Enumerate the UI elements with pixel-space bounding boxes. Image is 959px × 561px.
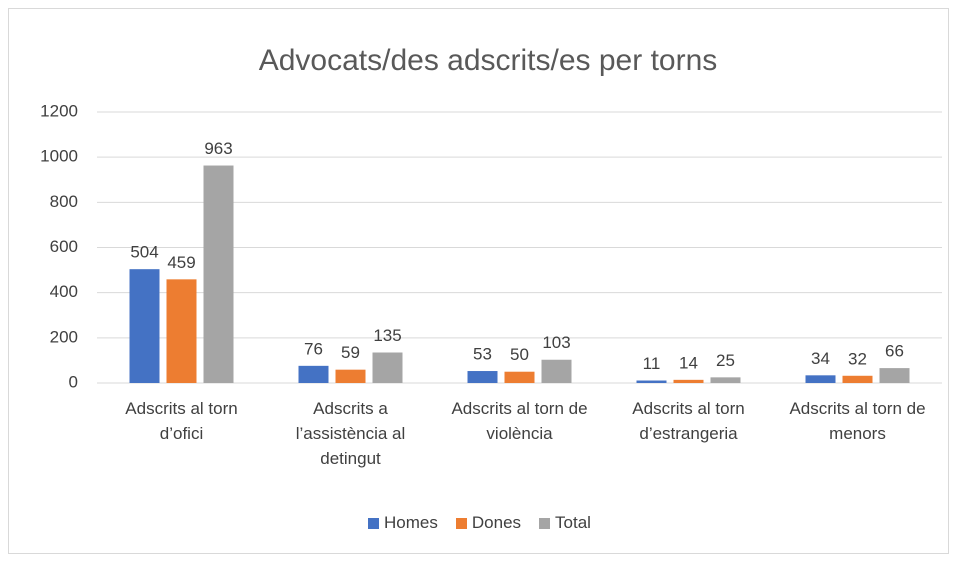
bar xyxy=(710,377,741,383)
data-label: 53 xyxy=(473,345,492,364)
legend-swatch xyxy=(368,517,380,529)
y-tick-label: 800 xyxy=(50,192,78,211)
data-label: 103 xyxy=(542,333,570,352)
bar xyxy=(335,369,366,383)
data-label: 11 xyxy=(643,354,661,373)
chart-border xyxy=(8,8,949,554)
bar xyxy=(673,379,704,383)
bar xyxy=(842,375,873,383)
data-label: 135 xyxy=(373,326,401,345)
legend-item: Homes xyxy=(368,513,438,533)
bar xyxy=(372,352,403,383)
bar xyxy=(129,269,160,383)
data-label: 59 xyxy=(341,343,360,362)
legend-swatch xyxy=(539,517,551,529)
data-label: 963 xyxy=(204,139,232,158)
x-tick-label: Adscrits al torn d’ofici xyxy=(125,399,238,443)
bar xyxy=(298,365,329,383)
y-tick-label: 200 xyxy=(50,327,78,346)
bar xyxy=(541,359,572,383)
legend-label: Total xyxy=(555,513,591,532)
y-tick-label: 600 xyxy=(50,237,78,256)
y-tick-label: 400 xyxy=(50,282,78,301)
legend-swatch xyxy=(455,517,467,529)
data-label: 32 xyxy=(848,349,867,368)
x-tick-label: Adscrits al torn de menors xyxy=(789,399,926,443)
bar xyxy=(805,375,836,383)
y-tick-label: 1000 xyxy=(40,147,78,166)
data-label: 459 xyxy=(167,253,195,272)
bar xyxy=(504,371,535,383)
data-label: 14 xyxy=(679,353,698,372)
data-label: 66 xyxy=(885,342,904,361)
bar xyxy=(467,371,498,383)
legend-item: Dones xyxy=(455,513,522,533)
bar xyxy=(166,279,197,383)
data-label: 25 xyxy=(716,351,735,370)
legend-label: Homes xyxy=(384,513,438,532)
bar xyxy=(636,380,667,383)
x-tick-label: Adscrits al torn de violència xyxy=(451,399,588,443)
legend-item: Total xyxy=(539,513,591,533)
y-tick-label: 1200 xyxy=(40,101,78,120)
data-label: 504 xyxy=(130,243,158,262)
data-label: 76 xyxy=(304,339,323,358)
legend-label: Dones xyxy=(471,513,522,532)
y-tick-label: 0 xyxy=(69,372,78,391)
x-tick-label: Adscrits al torn d’estrangeria xyxy=(632,399,745,443)
chart-title: Advocats/des adscrits/es per torns xyxy=(259,44,718,77)
data-label: 50 xyxy=(510,345,529,364)
bar xyxy=(879,368,910,383)
x-tick-label: Adscrits a l’assistència al detingut xyxy=(295,399,406,468)
legend: Homes Dones Total xyxy=(0,513,959,533)
bar xyxy=(203,165,234,383)
data-label: 34 xyxy=(811,349,830,368)
